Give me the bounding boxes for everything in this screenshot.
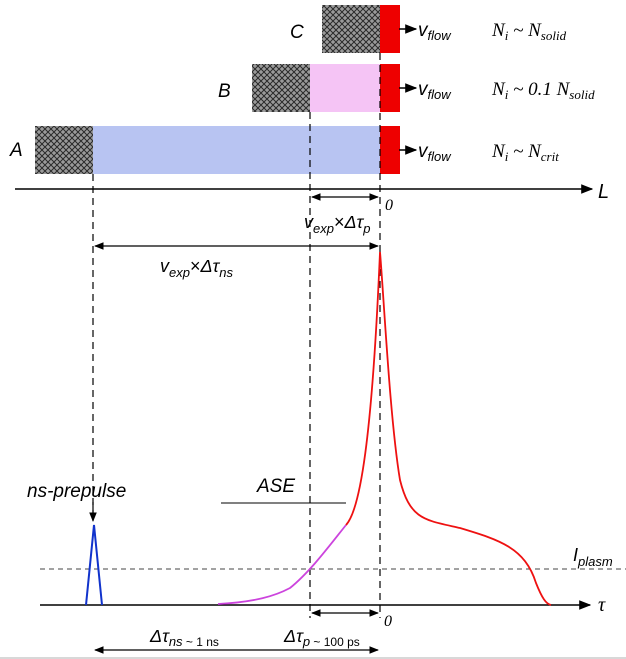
- l-axis-zero: 0: [385, 197, 393, 214]
- case-a-critical-layer: [380, 126, 400, 174]
- case-b-critical-layer: [380, 64, 400, 112]
- case-b-plasma: [310, 64, 380, 112]
- tau-axis-zero: 0: [384, 613, 392, 630]
- case-c-solid-target: [322, 5, 380, 53]
- case-a-plasma: [93, 126, 380, 174]
- l-axis-label: L: [598, 181, 609, 203]
- case-a-flow-label: vflow: [418, 141, 452, 164]
- case-b-density: Ni ~ 0.1 Nsolid: [491, 79, 595, 102]
- case-c-critical-layer: [380, 5, 400, 53]
- vexp-ns-label: vexp×Δτns: [160, 256, 234, 280]
- ase-label: ASE: [256, 476, 295, 497]
- dt-p-label: Δτp ~ 100 ps: [283, 626, 360, 649]
- case-b-label: B: [218, 81, 231, 102]
- ns-prepulse-curve: [85, 524, 103, 606]
- vexp-p-label: vexp×Δτp: [304, 212, 371, 236]
- tau-axis-label: τ: [598, 594, 606, 616]
- case-c-label: C: [290, 22, 304, 43]
- main-pulse-curve: [345, 251, 552, 606]
- case-b-flow-label: vflow: [418, 79, 452, 102]
- case-b-solid-target: [252, 64, 310, 112]
- case-a-label: A: [9, 140, 23, 161]
- case-a-density: Ni ~ Ncrit: [491, 141, 559, 164]
- ase-curve: [217, 524, 347, 605]
- case-c-flow-label: vflow: [418, 20, 452, 43]
- plasma-threshold-label: Iplasm: [573, 545, 613, 569]
- ns-prepulse-label: ns-prepulse: [27, 481, 126, 502]
- dt-ns-label: Δτns ~ 1 ns: [149, 626, 219, 649]
- case-a-solid-target: [35, 126, 93, 174]
- case-c-density: Ni ~ Nsolid: [491, 20, 567, 43]
